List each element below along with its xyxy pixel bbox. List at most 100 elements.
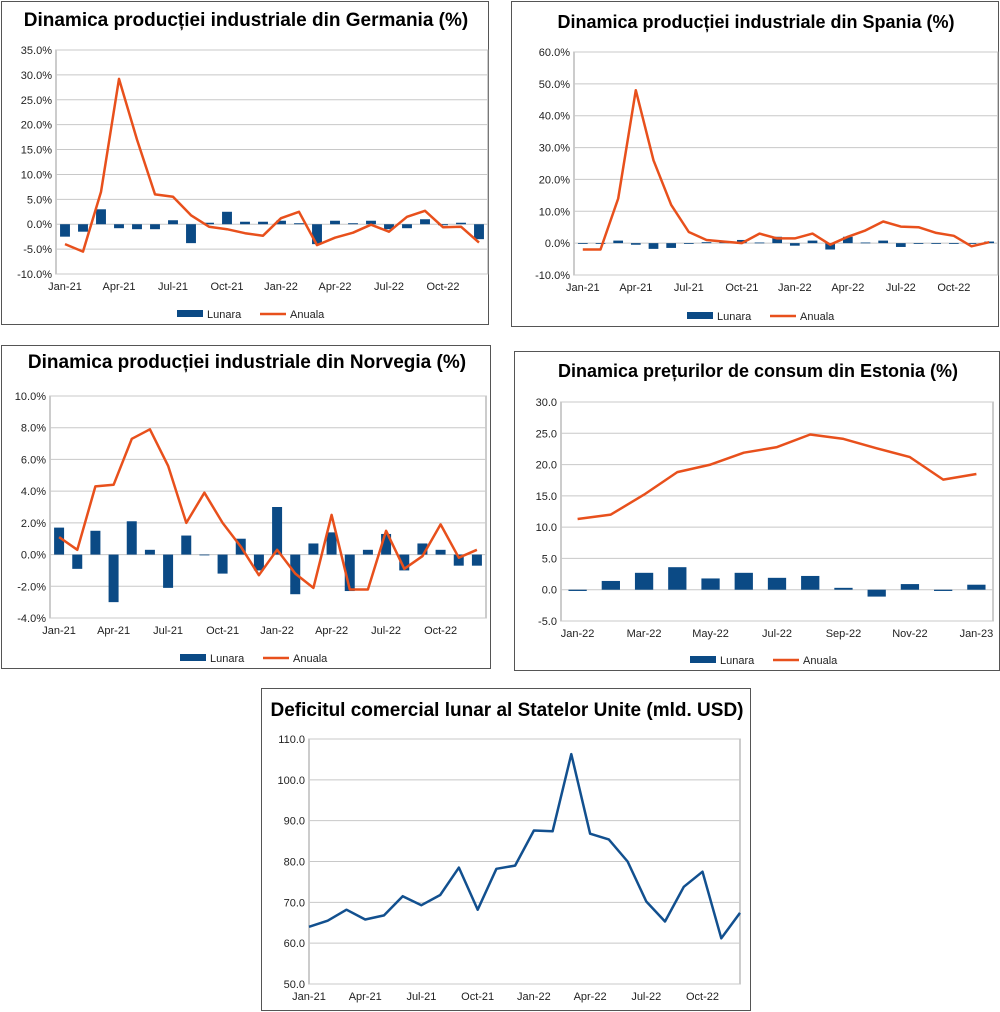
legend-label: Anuala xyxy=(290,309,325,321)
x-tick-label: Oct-21 xyxy=(210,281,243,293)
chart-panel-estonia: Dinamica prețurilor de consum din Estoni… xyxy=(514,351,1000,671)
bar-lunara xyxy=(966,243,977,244)
bar-lunara xyxy=(276,220,286,225)
bar-lunara xyxy=(789,243,800,246)
y-tick-label: -5.0 xyxy=(538,616,557,628)
legend-swatch-lunara xyxy=(177,310,203,317)
x-tick-label: May-22 xyxy=(692,628,729,640)
y-tick-label: 70.0 xyxy=(284,897,305,909)
bar-lunara xyxy=(842,236,853,244)
bar-lunara xyxy=(825,243,836,250)
plot-area xyxy=(573,51,999,276)
x-tick-label: Jan-21 xyxy=(48,281,82,293)
x-tick-label: Jan-22 xyxy=(778,282,812,294)
bar-lunara xyxy=(362,549,373,555)
x-tick-label: Apr-21 xyxy=(619,282,652,294)
bar-lunara xyxy=(568,589,587,591)
chart-title: Dinamica prețurilor de consum din Estoni… xyxy=(558,361,958,381)
bar-lunara xyxy=(601,580,620,590)
y-tick-label: 10.0% xyxy=(15,391,46,403)
legend-label: Lunara xyxy=(210,653,245,665)
bar-lunara xyxy=(330,220,340,225)
line-anuala xyxy=(577,433,977,521)
bar-lunara xyxy=(144,549,155,555)
y-tick-label: 10.0% xyxy=(21,169,52,181)
x-tick-label: Jul-22 xyxy=(371,625,401,637)
x-tick-label: Apr-21 xyxy=(97,625,130,637)
bar-lunara xyxy=(668,567,687,590)
y-tick-label: -2.0% xyxy=(17,581,46,593)
bar-lunara xyxy=(90,530,101,555)
bar-lunara xyxy=(240,221,250,225)
x-tick-label: Oct-22 xyxy=(426,281,459,293)
chart-panel-sua: Deficitul comercial lunar al Statelor Un… xyxy=(261,688,751,1011)
bar-lunara xyxy=(420,219,430,225)
y-tick-label: 100.0 xyxy=(277,775,305,787)
legend-label: Lunara xyxy=(717,311,752,323)
legend-label: Lunara xyxy=(207,309,242,321)
bar-lunara xyxy=(399,554,410,571)
x-tick-label: Apr-22 xyxy=(318,281,351,293)
y-tick-label: 20.0% xyxy=(539,174,570,186)
y-tick-label: 6.0% xyxy=(21,454,46,466)
x-tick-label: Apr-22 xyxy=(574,991,607,1003)
bar-lunara xyxy=(595,243,606,244)
bar-lunara xyxy=(456,222,466,225)
legend-swatch-lunara xyxy=(180,654,206,661)
bar-lunara xyxy=(253,554,264,571)
chart-norvegia: Dinamica producției industriale din Norv… xyxy=(15,352,487,665)
y-tick-label: 15.0% xyxy=(21,145,52,157)
legend-swatch-lunara xyxy=(690,656,716,663)
x-tick-label: Oct-21 xyxy=(206,625,239,637)
bar-lunara xyxy=(967,584,986,590)
bar-lunara xyxy=(895,243,906,247)
x-tick-label: Jul-22 xyxy=(762,628,792,640)
y-tick-label: 2.0% xyxy=(21,518,46,530)
bar-lunara xyxy=(163,554,174,588)
chart-panel-spania: Dinamica producției industriale din Span… xyxy=(511,1,999,327)
bar-lunara xyxy=(126,521,137,555)
legend-label: Anuala xyxy=(800,311,835,323)
x-tick-label: Apr-22 xyxy=(831,282,864,294)
x-tick-label: Jan-21 xyxy=(42,625,76,637)
y-tick-label: 60.0% xyxy=(539,47,570,59)
bar-lunara xyxy=(867,589,886,597)
bar-lunara xyxy=(272,507,283,555)
x-tick-label: Jul-22 xyxy=(631,991,661,1003)
x-tick-label: Nov-22 xyxy=(892,628,927,640)
bar-lunara xyxy=(384,224,394,230)
line-deficit xyxy=(308,752,742,940)
bar-lunara xyxy=(344,554,355,592)
bar-lunara xyxy=(54,527,65,555)
y-tick-label: 35.0% xyxy=(21,45,52,57)
y-tick-label: 30.0% xyxy=(539,143,570,155)
legend-swatch-lunara xyxy=(687,312,713,319)
bar-lunara xyxy=(217,554,228,574)
y-tick-label: 30.0% xyxy=(21,70,52,82)
y-tick-label: 4.0% xyxy=(21,486,46,498)
y-tick-label: 25.0% xyxy=(21,95,52,107)
x-tick-label: Jan-21 xyxy=(566,282,600,294)
y-tick-label: 25.0 xyxy=(536,428,557,440)
bar-lunara xyxy=(754,242,765,244)
x-tick-label: Jan-22 xyxy=(561,628,595,640)
bar-lunara xyxy=(900,584,920,590)
x-tick-label: Apr-22 xyxy=(315,625,348,637)
bar-lunara xyxy=(948,243,959,244)
x-tick-label: Oct-22 xyxy=(424,625,457,637)
bar-lunara xyxy=(807,240,818,244)
bar-lunara xyxy=(435,549,446,555)
y-tick-label: 0.0% xyxy=(545,238,570,250)
y-tick-label: 15.0 xyxy=(536,491,557,503)
line-anuala xyxy=(64,77,480,253)
y-tick-label: 80.0 xyxy=(284,857,305,869)
bar-lunara xyxy=(326,532,337,555)
bar-lunara xyxy=(913,243,924,244)
bar-lunara xyxy=(613,240,624,244)
chart-title: Deficitul comercial lunar al Statelor Un… xyxy=(271,700,744,721)
chart-title: Dinamica producției industriale din Norv… xyxy=(28,352,466,373)
y-tick-label: 5.0% xyxy=(27,194,52,206)
bar-lunara xyxy=(96,209,106,225)
x-tick-label: Oct-21 xyxy=(725,282,758,294)
bar-lunara xyxy=(734,572,753,590)
